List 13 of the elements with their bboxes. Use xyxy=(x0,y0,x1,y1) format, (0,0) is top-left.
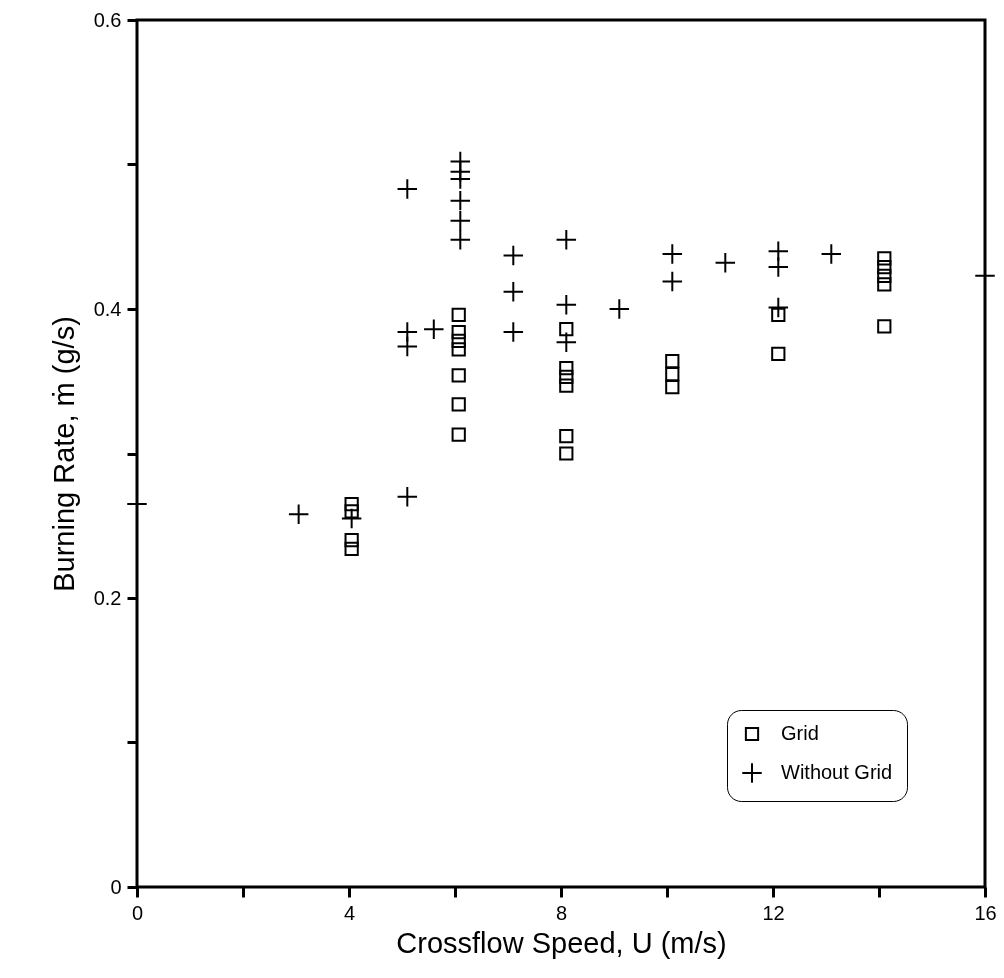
legend-label: Grid xyxy=(781,722,819,744)
x-tick-label: 4 xyxy=(343,901,356,924)
y-axis-title: Burning Rate, ṁ (g/s) xyxy=(47,316,80,592)
x-tick-label: 0 xyxy=(131,901,144,924)
y-tick-label: 0.4 xyxy=(93,297,122,320)
x-tick-label: 12 xyxy=(762,901,785,924)
legend-label: Without Grid xyxy=(781,761,893,783)
y-tick-label: 0 xyxy=(110,875,122,898)
x-tick-label: 16 xyxy=(974,901,997,924)
y-tick-label: 0.2 xyxy=(93,586,122,609)
y-tick-label: 0.6 xyxy=(93,8,122,31)
x-tick-label: 8 xyxy=(555,901,568,924)
x-axis-title: Crossflow Speed, U (m/s) xyxy=(396,926,727,959)
